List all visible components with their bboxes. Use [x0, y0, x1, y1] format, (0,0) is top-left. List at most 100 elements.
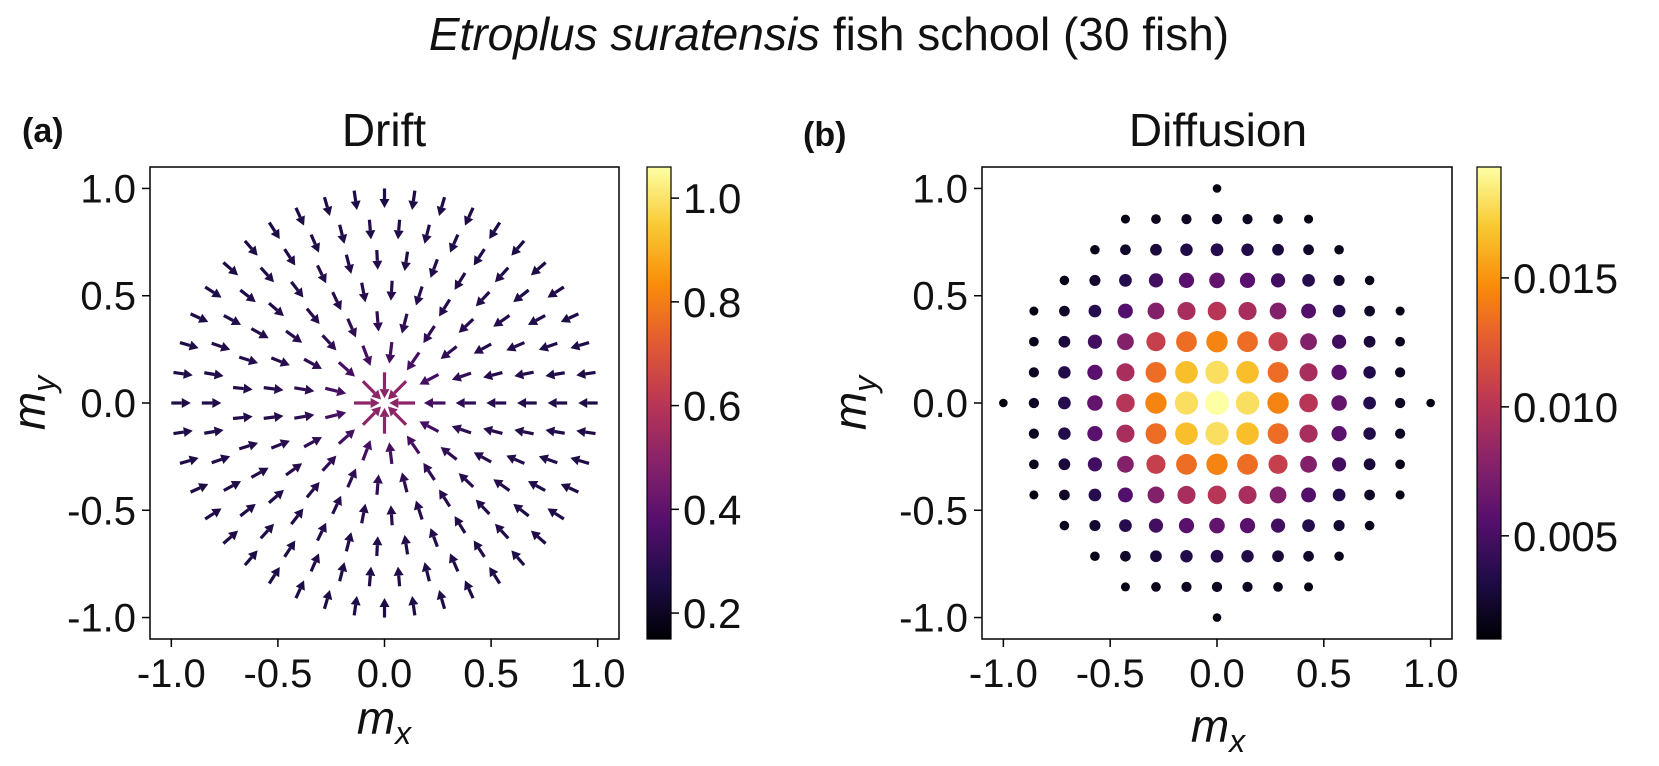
panel-b-label: (b) — [803, 116, 846, 154]
diffusion-dot — [1209, 272, 1225, 289]
drift-arrow-shaft — [316, 264, 324, 276]
drift-arrow-shaft — [375, 311, 380, 323]
drift-arrow-head — [337, 233, 348, 244]
diffusion-dot — [1331, 457, 1347, 472]
drift-arrow-head — [372, 536, 383, 546]
diffusion-dot — [1363, 396, 1376, 410]
diffusion-dot — [1237, 331, 1258, 353]
drift-arrow-head — [423, 332, 433, 344]
drift-arrow-head — [547, 288, 558, 298]
diffusion-dot — [1302, 274, 1315, 287]
drift-arrow-shaft — [568, 486, 580, 494]
drift-arrow-shaft — [189, 312, 201, 320]
drift-arrow-head — [436, 590, 447, 601]
drift-arrow-shaft — [432, 535, 439, 548]
diffusion-dot — [1239, 517, 1256, 534]
drift-arrow-shaft — [232, 385, 244, 391]
diffusion-dot — [1150, 243, 1162, 256]
drift-arrow-head — [358, 292, 369, 303]
drift-arrow-shaft — [480, 342, 492, 351]
diffusion-dot — [1212, 184, 1222, 193]
drift-arrow-head — [213, 369, 224, 380]
drift-arrow-head — [372, 322, 383, 332]
y-tick-label: 0.5 — [80, 275, 136, 319]
drift-arrow-head — [310, 481, 320, 493]
drift-arrow-head — [372, 474, 383, 484]
drift-arrow-head — [317, 272, 327, 284]
drift-arrow-shaft — [536, 261, 547, 271]
drift-arrow-head — [400, 534, 411, 545]
drift-arrow-head — [379, 597, 390, 607]
drift-arrow-shaft — [211, 341, 223, 349]
diffusion-dot — [1267, 392, 1289, 414]
drift-arrow-head — [243, 383, 253, 394]
drift-arrow-head — [449, 242, 459, 253]
drift-arrow-head — [295, 580, 305, 591]
drift-arrow-shaft — [204, 511, 215, 521]
drift-arrow-shaft — [344, 540, 351, 552]
diffusion-dot — [1087, 395, 1103, 411]
drift-arrow-shaft — [452, 233, 460, 246]
drift-arrow-head — [230, 316, 242, 325]
drift-arrow-shaft — [578, 458, 590, 465]
figure-title: Etroplus suratensis fish school (30 fish… — [429, 8, 1229, 60]
diffusion-dot — [1334, 551, 1344, 562]
drift-arrow-shaft — [393, 411, 408, 426]
colorbar-tick-label: 0.2 — [683, 590, 741, 637]
drift-arrow-shaft — [294, 386, 306, 392]
drift-arrow-head — [421, 562, 432, 573]
diffusion-dot — [1175, 361, 1198, 384]
drift-arrow-shaft — [397, 575, 402, 587]
drift-arrow-shaft — [480, 290, 491, 301]
diffusion-dot — [1180, 243, 1193, 256]
diffusion-dot — [1426, 398, 1435, 408]
diffusion-dot — [1270, 273, 1286, 288]
diffusion-dot — [1238, 485, 1257, 505]
diffusion-dot — [1395, 336, 1405, 347]
drift-arrow-head — [270, 228, 280, 239]
drift-arrow-head — [247, 550, 258, 561]
colorbar-tick-label: 0.6 — [683, 383, 741, 430]
diffusion-dot — [1116, 363, 1135, 382]
drift-arrow-shaft — [519, 288, 530, 298]
drift-arrow-head — [570, 455, 581, 466]
drift-arrow-head — [386, 291, 397, 301]
drift-arrow-shaft — [535, 314, 546, 322]
drift-arrow-shaft — [389, 514, 394, 526]
diffusion-dot — [1120, 582, 1130, 592]
diffusion-dot — [1058, 366, 1071, 379]
drift-arrow-shaft — [464, 317, 475, 328]
diffusion-dot — [1117, 333, 1134, 351]
drift-arrow-head — [464, 580, 474, 591]
diffusion-dot — [1029, 306, 1039, 316]
drift-arrow-head — [344, 532, 354, 543]
drift-arrow-shaft — [337, 434, 350, 445]
diffusion-dot — [1268, 454, 1288, 474]
drift-arrow-head — [514, 426, 525, 437]
diffusion-dot — [1119, 519, 1132, 532]
diffusion-dot — [1117, 455, 1134, 473]
diffusion-dot — [1205, 360, 1229, 385]
drift-arrow-shaft — [516, 556, 526, 567]
drift-arrow-shaft — [554, 511, 565, 521]
drift-arrow-shaft — [402, 313, 409, 326]
drift-arrow-head — [347, 468, 357, 479]
diffusion-dot — [1059, 305, 1070, 317]
drift-arrow-shaft — [259, 266, 270, 277]
drift-arrow-shaft — [446, 451, 458, 461]
drift-arrow-head — [428, 528, 439, 539]
diffusion-dot — [1302, 519, 1315, 532]
diffusion-dot — [1304, 214, 1314, 224]
drift-arrow-head — [310, 242, 320, 253]
drift-arrow-head — [264, 523, 275, 534]
panel-a-ylabel: my — [3, 374, 62, 430]
x-tick-label: -0.5 — [243, 652, 312, 696]
diffusion-dot — [1175, 422, 1198, 445]
drift-arrow-shaft — [204, 371, 215, 377]
drift-arrow-head — [483, 370, 494, 381]
drift-arrow-head — [332, 300, 342, 311]
x-tick-label: 0.0 — [1189, 652, 1245, 696]
drift-arrow-shaft — [535, 484, 546, 492]
diffusion-dot — [1272, 243, 1284, 256]
drift-arrow-head — [304, 384, 315, 395]
